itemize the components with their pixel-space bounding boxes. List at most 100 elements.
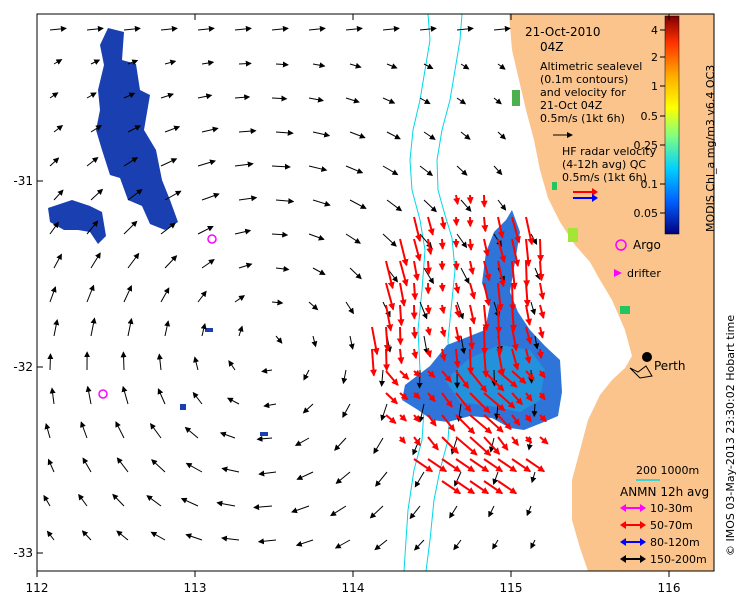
y-axis: -31 -32 -33 — [13, 174, 43, 560]
hf-velocity-arrow — [483, 436, 501, 455]
anmn-legend-arrowhead — [640, 538, 646, 546]
velocity-arrow — [460, 335, 467, 355]
hf-velocity-arrow — [538, 370, 546, 379]
hf-velocity-arrow — [424, 260, 432, 275]
velocity-arrow — [160, 92, 174, 99]
velocity-arrow — [312, 199, 331, 207]
velocity-arrow — [312, 131, 331, 138]
legend-block: 21-Oct-2010 04Z Altimetric sealevel (0.1… — [525, 25, 709, 566]
hf-velocity-arrow — [539, 414, 547, 423]
hf-velocity-arrow — [385, 414, 397, 424]
hf-velocity-arrow — [483, 414, 504, 433]
anmn-legend-arrowtail — [620, 555, 626, 563]
velocity-arrow — [120, 351, 127, 371]
velocity-arrow — [47, 353, 54, 371]
hf-velocity-arrow — [427, 436, 439, 451]
colorbar-tick-label: 0.1 — [641, 178, 659, 191]
velocity-arrow — [197, 225, 214, 235]
velocity-arrow — [49, 286, 57, 303]
velocity-arrow — [234, 25, 252, 32]
hf-velocity-arrow — [525, 392, 533, 402]
velocity-arrow — [258, 470, 277, 477]
land-mass — [509, 14, 714, 571]
velocity-arrow — [234, 228, 252, 235]
hf-velocity-arrow — [385, 260, 395, 290]
velocity-arrow — [409, 505, 421, 520]
velocity-arrow — [334, 437, 347, 451]
velocity-arrow — [127, 252, 140, 269]
hf-velocity-arrow — [467, 238, 474, 251]
anmn-legend-label: 150-200m — [650, 553, 707, 566]
hf-velocity-arrow — [411, 282, 419, 301]
velocity-arrow — [115, 421, 125, 439]
velocity-arrow — [456, 165, 468, 176]
hf-velocity-arrow — [413, 216, 422, 242]
velocity-arrow — [308, 301, 319, 311]
legend-hf-line: (4-12h avg) QC — [562, 158, 646, 171]
anmn-legend-label: 80-120m — [650, 536, 700, 549]
hf-velocity-arrow — [523, 282, 531, 307]
hf-velocity-arrow — [397, 304, 405, 327]
argo-legend-symbol — [615, 239, 627, 251]
hf-velocity-arrow — [525, 304, 533, 326]
x-tick-label: 116 — [658, 581, 681, 595]
perth-label: Perth — [654, 359, 685, 373]
hf-velocity-arrow — [383, 326, 391, 352]
velocity-arrow — [112, 493, 125, 507]
velocity-arrow — [197, 93, 213, 100]
hf-velocity-arrow — [453, 282, 461, 294]
velocity-arrow — [78, 493, 88, 507]
hf-velocity-arrow — [385, 282, 396, 311]
hf-velocity-arrow — [399, 414, 407, 422]
velocity-arrow — [308, 233, 325, 241]
velocity-arrow — [221, 466, 240, 473]
hf-velocity-arrow — [497, 458, 518, 473]
hf-velocity-arrow — [483, 480, 504, 495]
velocity-arrow — [127, 188, 143, 201]
x-tick-label: 113 — [184, 581, 207, 595]
velocity-arrow — [164, 59, 177, 66]
velocity-arrow — [157, 388, 166, 405]
velocity-arrow — [47, 458, 55, 473]
velocity-arrow — [123, 25, 141, 32]
velocity-arrow — [416, 369, 423, 389]
legend-altimetry-line: and velocity for — [540, 86, 626, 99]
hf-velocity-arrow — [427, 458, 448, 473]
velocity-arrow — [256, 435, 273, 442]
velocity-arrow — [419, 301, 428, 320]
hf-velocity-arrow — [452, 216, 460, 227]
hf-velocity-arrow — [511, 326, 519, 352]
velocity-arrow — [200, 323, 207, 337]
altimetry-velocity-arrows — [43, 25, 541, 551]
argo-legend-label: Argo — [633, 238, 661, 252]
velocity-arrow — [492, 539, 499, 550]
hf-velocity-arrow — [412, 260, 420, 282]
colorbar-title: MODIS Chl_a mg/m3 v6.4 OC3 — [704, 65, 717, 232]
velocity-arrow — [345, 25, 363, 32]
colorbar-tick-label: 4 — [651, 24, 658, 37]
hf-velocity-arrow — [413, 369, 422, 378]
hf-velocity-arrow — [511, 414, 521, 426]
velocity-arrow — [234, 161, 254, 168]
hf-velocity-arrow — [497, 392, 516, 409]
velocity-arrow — [275, 335, 283, 344]
hf-velocity-arrow — [441, 392, 453, 408]
hf-velocity-arrow — [425, 348, 432, 358]
hf-velocity-arrow — [427, 414, 437, 427]
velocity-arrow — [271, 231, 289, 238]
velocity-arrow — [382, 25, 400, 32]
legend-altimetry-line: Altimetric sealevel — [540, 60, 642, 73]
velocity-arrow — [85, 385, 92, 405]
velocity-arrow — [234, 94, 251, 101]
hf-velocity-arrow — [538, 392, 546, 401]
velocity-arrow — [86, 284, 95, 303]
colorbar-ticks: 4 2 1 0.5 0.25 0.1 0.05 — [634, 24, 665, 220]
hf-velocity-arrow — [455, 370, 470, 389]
velocity-arrow — [493, 165, 503, 176]
velocity-arrow — [257, 538, 277, 545]
velocity-arrow — [86, 25, 104, 32]
hf-velocity-arrow — [396, 326, 404, 346]
velocity-arrow — [197, 290, 207, 303]
drifter-legend-label: drifter — [627, 267, 661, 280]
